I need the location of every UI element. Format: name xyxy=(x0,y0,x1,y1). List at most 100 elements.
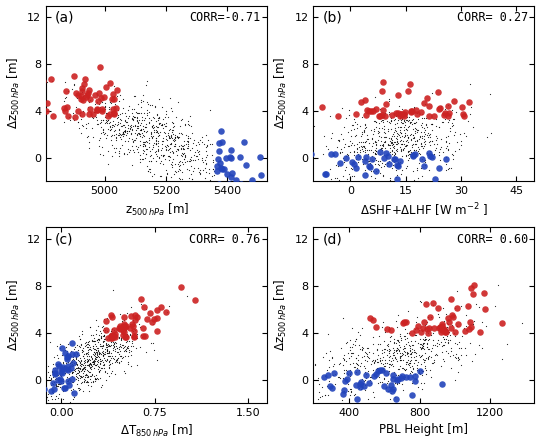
Point xyxy=(62,367,71,374)
Point xyxy=(361,387,370,394)
Point xyxy=(167,131,176,138)
Point xyxy=(48,388,57,395)
Point xyxy=(390,149,399,156)
Point xyxy=(441,160,450,167)
Point xyxy=(161,146,170,154)
Point xyxy=(373,358,381,365)
Point xyxy=(75,371,83,378)
Point xyxy=(355,366,363,373)
Point xyxy=(154,147,163,154)
Point xyxy=(358,384,367,391)
Point xyxy=(109,123,118,130)
Point xyxy=(92,375,101,382)
Point xyxy=(182,131,191,138)
Point xyxy=(453,305,461,312)
Point xyxy=(143,106,151,113)
Point xyxy=(111,331,119,338)
Point xyxy=(410,134,419,141)
Point xyxy=(359,139,367,146)
Point xyxy=(395,376,403,383)
Point xyxy=(65,351,74,358)
Point xyxy=(318,384,327,391)
Point xyxy=(398,115,407,122)
Point xyxy=(356,332,364,339)
Point xyxy=(46,392,55,400)
Point xyxy=(369,388,377,396)
Point xyxy=(381,360,389,367)
Point xyxy=(372,105,380,113)
Point xyxy=(419,343,428,350)
Point xyxy=(378,146,387,154)
Point xyxy=(437,321,446,328)
Point xyxy=(399,351,408,358)
Point xyxy=(410,353,418,360)
Point xyxy=(408,342,417,349)
Point xyxy=(40,386,49,393)
Point xyxy=(94,348,103,355)
Point xyxy=(338,397,346,404)
Point xyxy=(153,328,161,335)
Point xyxy=(178,142,187,150)
Point xyxy=(370,358,379,365)
Point xyxy=(68,351,76,358)
Point xyxy=(432,136,441,143)
Point xyxy=(105,123,114,130)
Point xyxy=(418,367,427,374)
Point xyxy=(418,368,427,375)
Point xyxy=(443,333,451,340)
Point xyxy=(145,134,153,142)
Point xyxy=(404,330,413,337)
Point xyxy=(80,378,89,385)
Point xyxy=(392,395,400,402)
Point xyxy=(351,132,360,139)
Point xyxy=(404,147,413,154)
Point xyxy=(412,106,421,113)
Point xyxy=(98,344,107,352)
Point xyxy=(95,150,104,158)
Point xyxy=(139,148,148,155)
Point xyxy=(93,352,102,359)
Point xyxy=(133,361,141,368)
Point xyxy=(118,130,127,138)
Point xyxy=(208,172,217,179)
Point xyxy=(86,345,94,352)
Point xyxy=(421,336,430,343)
Point xyxy=(384,158,393,165)
Point xyxy=(402,125,411,133)
Point xyxy=(340,356,348,363)
Point xyxy=(139,131,147,138)
Point xyxy=(451,332,460,340)
Point xyxy=(454,145,463,152)
Point xyxy=(388,354,396,361)
Point xyxy=(158,141,166,148)
Point xyxy=(107,105,116,113)
Point xyxy=(345,143,353,150)
Point xyxy=(92,361,101,368)
Point xyxy=(125,134,134,141)
Point xyxy=(117,324,126,332)
Point xyxy=(391,393,400,400)
Point xyxy=(377,145,386,152)
Point xyxy=(49,380,57,388)
Point xyxy=(118,109,126,117)
Point xyxy=(60,94,69,101)
Point xyxy=(342,154,350,162)
Point xyxy=(417,345,426,352)
Point xyxy=(393,138,401,145)
Point xyxy=(408,180,417,187)
Point xyxy=(123,342,132,349)
Point xyxy=(65,367,73,374)
Point xyxy=(90,360,98,368)
Point xyxy=(111,347,119,354)
Point xyxy=(458,110,467,117)
Point xyxy=(114,120,123,127)
Point xyxy=(255,195,264,202)
Point xyxy=(336,359,345,366)
Point xyxy=(416,360,425,367)
Point xyxy=(368,156,377,163)
Point xyxy=(128,162,137,169)
Point xyxy=(391,138,400,145)
Point xyxy=(386,326,395,333)
Point xyxy=(103,347,111,354)
Point xyxy=(446,336,455,343)
